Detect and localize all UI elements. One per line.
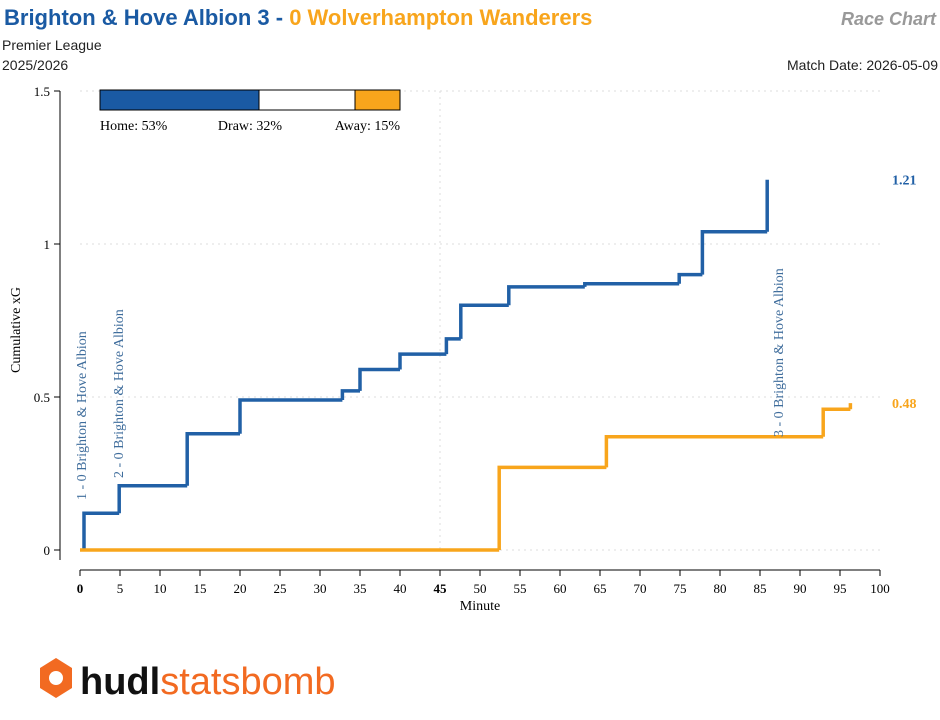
goal-annotation: 3 - 0 Brighton & Hove Albion (772, 268, 787, 437)
y-axis-label: Cumulative xG (9, 287, 24, 373)
x-tick-label: 80 (714, 581, 727, 596)
xg-step (340, 389, 360, 401)
away-title: 0 Wolverhampton Wanderers (289, 5, 592, 30)
season: 2025/2026 (2, 57, 68, 73)
x-tick-label: 25 (274, 581, 287, 596)
probability-segment (354, 89, 401, 111)
logo: hudlstatsbomb (40, 658, 336, 703)
logo-text: hudlstatsbomb (80, 661, 336, 703)
probability-label: Home: 53% (100, 119, 168, 134)
x-tick-label: 90 (794, 581, 807, 596)
x-tick-label: 15 (194, 581, 207, 596)
x-tick-label: 40 (394, 581, 407, 596)
x-tick-label: 20 (234, 581, 247, 596)
xg-step (82, 511, 120, 550)
xg-step (459, 303, 509, 339)
probability-label: Away: 15% (335, 119, 401, 134)
probability-label: Draw: 32% (218, 119, 282, 134)
final-xg-label: 1.21 (892, 174, 917, 189)
xg-step (821, 407, 851, 437)
final-xg-label: 0.48 (892, 397, 917, 412)
xg-step (398, 352, 447, 370)
xg-step (185, 431, 240, 486)
y-tick-label: 1.5 (34, 84, 50, 99)
y-tick-label: 1 (44, 237, 51, 252)
title-separator: - (276, 5, 283, 30)
xg-step (700, 230, 768, 275)
logo-icon-hole (49, 671, 63, 685)
home-title: Brighton & Hove Albion 3 (4, 5, 270, 30)
xg-step (497, 465, 607, 550)
x-tick-label: 50 (474, 581, 487, 596)
x-axis-label: Minute (460, 599, 500, 614)
x-tick-label: 5 (117, 581, 124, 596)
xg-step (358, 367, 400, 391)
logo-statsbomb: statsbomb (160, 661, 335, 703)
xg-step (444, 337, 461, 355)
xg-step (677, 272, 703, 284)
x-tick-label: 0 (77, 581, 84, 596)
xg-step (238, 398, 343, 434)
x-tick-label: 30 (314, 581, 327, 596)
x-tick-label: 100 (870, 581, 890, 596)
x-tick-label: 35 (354, 581, 367, 596)
y-tick-label: 0 (44, 543, 51, 558)
logo-hudl: hudl (80, 661, 160, 703)
x-tick-label: 85 (754, 581, 767, 596)
probability-segment (258, 89, 356, 111)
x-tick-label: 70 (634, 581, 647, 596)
xg-step (604, 435, 824, 468)
x-tick-label: 55 (514, 581, 527, 596)
x-tick-label: 95 (834, 581, 847, 596)
x-tick-label: 60 (554, 581, 567, 596)
competition: Premier League (2, 37, 102, 53)
xg-step (507, 285, 585, 306)
match-date: Match Date: 2026-05-09 (787, 57, 938, 73)
match-title: Brighton & Hove Albion 3 - 0 Wolverhampt… (4, 5, 592, 30)
y-tick-label: 0.5 (34, 390, 50, 405)
x-tick-label: 65 (594, 581, 607, 596)
probability-segment (99, 89, 260, 111)
x-tick-label: 75 (674, 581, 687, 596)
goal-annotation: 2 - 0 Brighton & Hove Albion (112, 309, 127, 478)
chart-name: Race Chart (841, 9, 937, 29)
xg-step (117, 483, 188, 514)
x-tick-label: 45 (434, 581, 448, 596)
goal-annotation: 1 - 0 Brighton & Hove Albion (75, 331, 90, 500)
xg-step (583, 282, 680, 287)
x-tick-label: 10 (154, 581, 167, 596)
